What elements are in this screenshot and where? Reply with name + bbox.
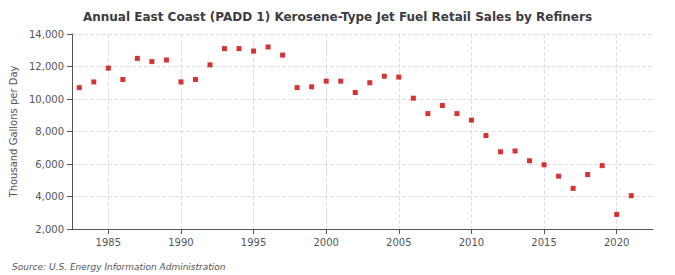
svg-text:Thousand Gallons per Day: Thousand Gallons per Day bbox=[8, 65, 19, 198]
svg-text:1990: 1990 bbox=[168, 237, 193, 248]
svg-text:6,000: 6,000 bbox=[35, 159, 64, 170]
svg-text:2,000: 2,000 bbox=[35, 224, 64, 235]
svg-text:1985: 1985 bbox=[96, 237, 121, 248]
svg-text:2000: 2000 bbox=[313, 237, 338, 248]
svg-text:1995: 1995 bbox=[241, 237, 266, 248]
svg-text:2010: 2010 bbox=[459, 237, 484, 248]
svg-text:2020: 2020 bbox=[604, 237, 629, 248]
svg-text:14,000: 14,000 bbox=[29, 29, 64, 40]
svg-text:10,000: 10,000 bbox=[29, 94, 64, 105]
svg-text:Source: U.S. Energy Informatio: Source: U.S. Energy Information Administ… bbox=[12, 262, 226, 272]
svg-text:2005: 2005 bbox=[386, 237, 411, 248]
svg-text:8,000: 8,000 bbox=[35, 126, 64, 137]
svg-text:4,000: 4,000 bbox=[35, 191, 64, 202]
svg-text:12,000: 12,000 bbox=[29, 61, 64, 72]
svg-text:2015: 2015 bbox=[531, 237, 556, 248]
svg-text:Annual East Coast (PADD 1) Ker: Annual East Coast (PADD 1) Kerosene-Type… bbox=[83, 10, 592, 24]
